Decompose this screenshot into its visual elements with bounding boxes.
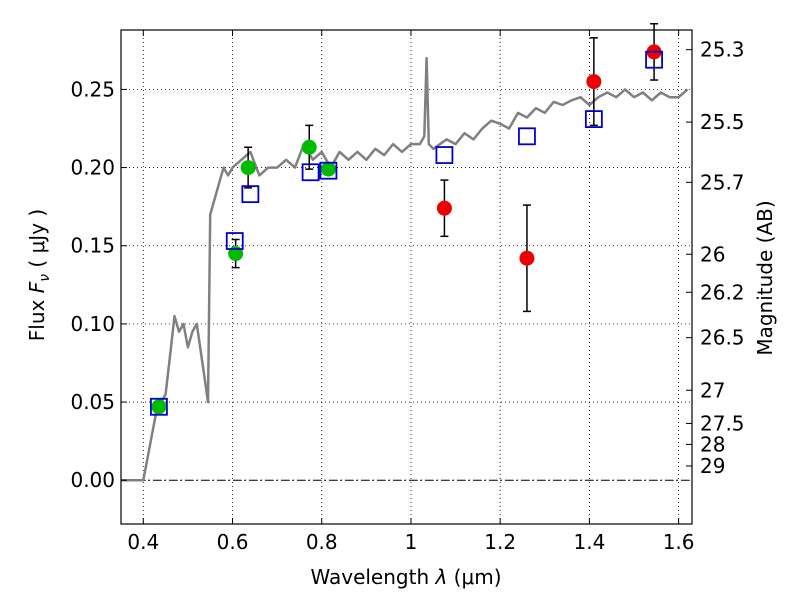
- y-tick-label: 0.05: [70, 390, 115, 414]
- model-square-point: [435, 146, 454, 164]
- y2-tick-label: 25.3: [700, 38, 745, 62]
- green-point: [301, 139, 317, 155]
- y-tick-label: 0.20: [70, 156, 115, 180]
- x-axis-label-prefix: Wavelength: [310, 565, 435, 589]
- x-tick-label: 1: [405, 530, 418, 554]
- model-square-point: [645, 50, 663, 69]
- x-tick-label: 0.8: [306, 530, 338, 554]
- y-axis-label-subscript: ν: [37, 274, 53, 282]
- y2-tick-label: 25.7: [700, 170, 745, 194]
- x-tick-label: 1.4: [573, 530, 605, 554]
- model-spectrum-group: [121, 56, 689, 482]
- x-tick-label: 1.2: [484, 530, 516, 554]
- red-point: [586, 74, 602, 90]
- y2-tick-label: 29: [700, 454, 725, 478]
- y-axis-label: Flux Fν ( μJy ): [25, 209, 53, 341]
- y-axis-label-unit: ( μJy ): [25, 209, 49, 274]
- x-axis-label: Wavelength λ (μm): [310, 565, 501, 589]
- y-tick-label: 0.15: [70, 234, 115, 258]
- x-axis-label-unit: (μm): [447, 565, 501, 589]
- green-point: [320, 161, 336, 177]
- model-spectrum-line: [121, 56, 689, 482]
- model-square-point: [225, 232, 244, 250]
- model-square-point: [150, 397, 168, 416]
- y-tick-label: 0.10: [70, 312, 115, 336]
- model-square-point: [518, 127, 536, 146]
- model-square-point: [584, 110, 603, 129]
- y-tick-label: 0.25: [70, 77, 115, 101]
- x-tick-label: 1.6: [663, 530, 695, 554]
- y2-tick-label: 28: [700, 432, 725, 456]
- y2-tick-label: 26.2: [700, 280, 745, 304]
- x-tick-label: 0.4: [127, 530, 159, 554]
- model-square-point: [241, 185, 260, 204]
- y-tick-label: 0.00: [70, 468, 115, 492]
- y2-tick-label: 27.5: [700, 411, 745, 435]
- y2-tick-label: 25.5: [700, 110, 745, 134]
- green-point: [151, 399, 167, 415]
- y-axis-label-symbol: F: [25, 281, 49, 293]
- y2-tick-label: 27: [700, 378, 725, 402]
- y2-tick-label: 26: [700, 242, 725, 266]
- red-point: [436, 200, 452, 216]
- y2-tick-label: 26.5: [700, 326, 745, 350]
- y2-axis-label: Magnitude (AB): [753, 200, 777, 355]
- model-square-point: [301, 163, 320, 182]
- green-point: [240, 160, 256, 176]
- points-group: [150, 22, 663, 416]
- plot-frame: [120, 29, 693, 525]
- x-tick-label: 0.6: [217, 530, 249, 554]
- axes-group: 0.4 0.6 0.8 1 1.2 1.4 1.6 0.00 0.05 0.10 0.15 0.20 0…: [70, 29, 745, 554]
- y-axis-label-prefix: Flux: [25, 293, 49, 341]
- red-point: [519, 250, 535, 266]
- model-square-point: [319, 161, 338, 180]
- x-axis-label-symbol: λ: [434, 565, 447, 589]
